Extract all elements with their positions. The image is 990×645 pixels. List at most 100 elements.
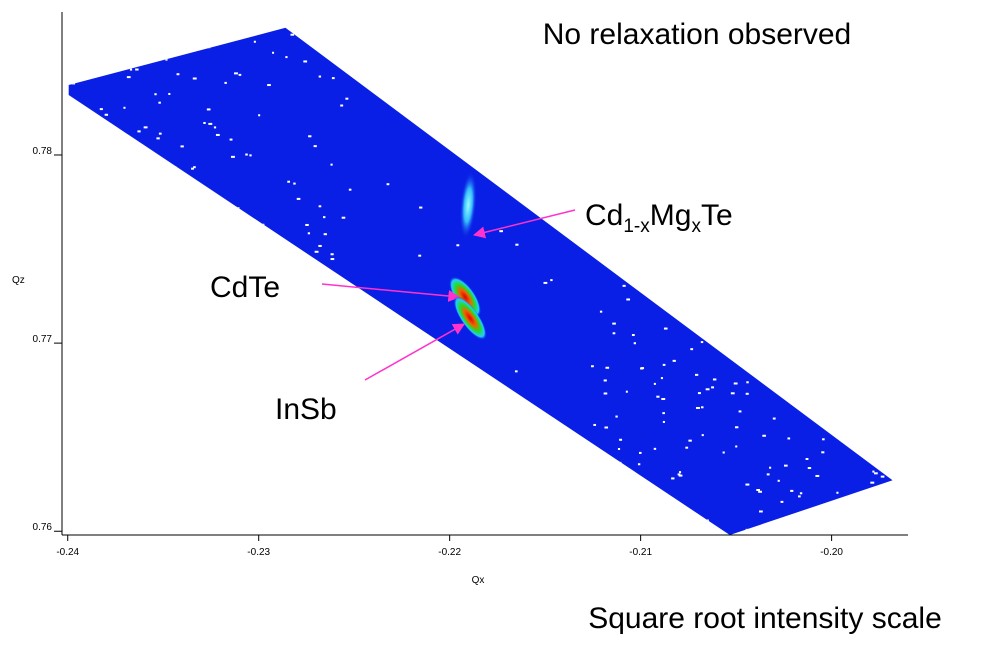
- speckle: [226, 433, 230, 436]
- speckle: [68, 126, 72, 129]
- speckle: [822, 438, 825, 441]
- speckle: [308, 14, 312, 16]
- speckle: [237, 207, 240, 210]
- speckle: [318, 244, 322, 247]
- speckle: [751, 62, 754, 65]
- speckle: [158, 132, 162, 135]
- y-axis-label: Qz: [12, 275, 25, 286]
- speckle: [713, 55, 717, 58]
- speckle: [99, 108, 103, 111]
- speckle: [781, 196, 785, 199]
- speckle: [790, 489, 794, 492]
- speckle: [68, 33, 71, 36]
- speckle: [170, 303, 174, 306]
- speckle: [741, 71, 746, 74]
- speckle: [238, 73, 242, 76]
- speckle: [822, 390, 826, 393]
- speckle: [686, 184, 690, 187]
- speckle: [558, 208, 562, 211]
- speckle: [790, 531, 795, 534]
- speckle: [118, 53, 121, 56]
- speckle: [285, 56, 288, 59]
- speckle: [728, 309, 733, 312]
- speckle: [152, 314, 156, 317]
- peak: [453, 296, 487, 341]
- speckle: [258, 114, 261, 117]
- speckle: [685, 446, 689, 449]
- speckle: [745, 392, 749, 395]
- speckle: [669, 144, 673, 147]
- speckle: [690, 348, 694, 351]
- speckle: [269, 386, 274, 389]
- speckle: [85, 396, 90, 399]
- speckle: [700, 341, 704, 344]
- speckle: [237, 306, 241, 309]
- speckle: [137, 130, 141, 133]
- speckle: [272, 51, 275, 54]
- speckle: [807, 333, 812, 336]
- speckle: [207, 400, 210, 403]
- speckle: [737, 66, 742, 69]
- speckle: [304, 27, 309, 29]
- speckle: [180, 145, 184, 148]
- speckle: [345, 97, 349, 100]
- speckle: [848, 91, 852, 94]
- speckle: [640, 205, 644, 208]
- speckle: [888, 262, 891, 265]
- speckle: [769, 226, 774, 229]
- speckle: [168, 92, 171, 95]
- speckle: [898, 446, 901, 448]
- speckle: [145, 363, 150, 366]
- speckle: [278, 497, 282, 500]
- speckle: [618, 95, 623, 98]
- speckle: [86, 323, 90, 326]
- speckle: [698, 83, 703, 86]
- arrow: [364, 323, 466, 381]
- speckle: [88, 270, 91, 273]
- subtitle: Square root intensity scale: [588, 602, 942, 635]
- speckle: [356, 374, 359, 377]
- speckle: [671, 477, 675, 480]
- speckle: [891, 118, 893, 121]
- speckle: [158, 101, 161, 104]
- speckle: [184, 311, 187, 314]
- speckle: [745, 528, 749, 531]
- speckle: [129, 191, 133, 194]
- speckle: [579, 513, 584, 516]
- speckle: [210, 514, 215, 517]
- speckle: [483, 465, 488, 468]
- speckle: [313, 427, 317, 430]
- speckle: [596, 87, 600, 90]
- speckle: [830, 139, 835, 142]
- label-part: Mg: [650, 199, 692, 232]
- speckle: [619, 438, 623, 441]
- speckle: [345, 449, 349, 452]
- speckle: [292, 350, 296, 353]
- speckle: [245, 153, 248, 156]
- speckle: [296, 297, 300, 300]
- speckle: [77, 121, 81, 124]
- speckle: [84, 134, 88, 137]
- speckle: [195, 411, 199, 414]
- speckle: [801, 512, 805, 515]
- speckle: [663, 327, 668, 330]
- speckle: [187, 345, 191, 348]
- speckle: [672, 95, 677, 98]
- speckle: [843, 385, 847, 388]
- speckle: [129, 163, 132, 166]
- speckle: [732, 356, 736, 359]
- speckle: [510, 504, 515, 507]
- speckle: [826, 171, 829, 174]
- peak-label: CdTe: [210, 271, 280, 304]
- speckle: [815, 315, 820, 318]
- speckle: [756, 87, 761, 90]
- speckle: [777, 479, 780, 482]
- speckle: [141, 341, 145, 344]
- speckle: [452, 149, 456, 152]
- y-tick-label: 0.78: [33, 146, 53, 157]
- speckle: [874, 513, 879, 516]
- speckle: [150, 492, 154, 495]
- speckle: [887, 172, 892, 175]
- speckle: [767, 214, 772, 217]
- speckle: [182, 332, 186, 335]
